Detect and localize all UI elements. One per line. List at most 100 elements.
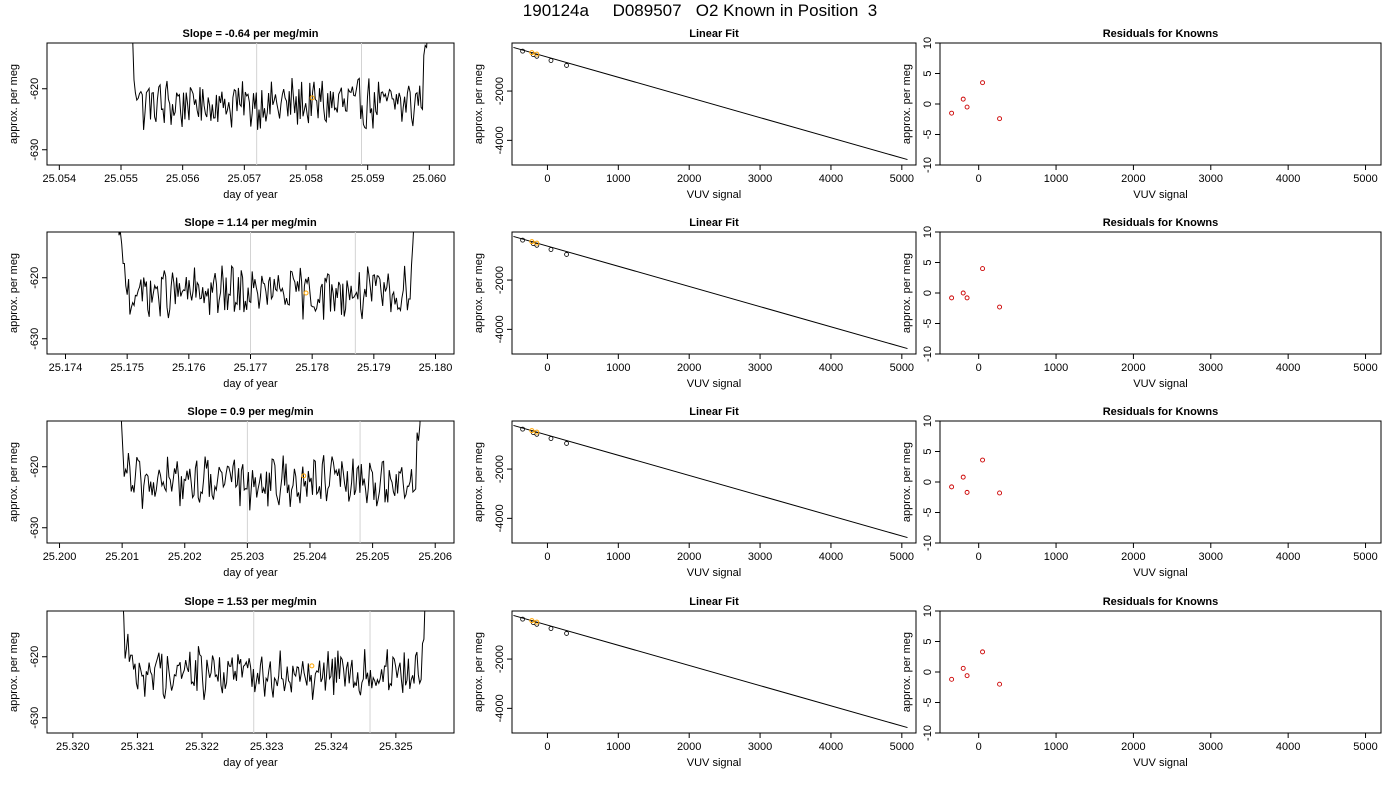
x-tick-label: 25.203 — [231, 551, 265, 563]
x-tick-label: 25.175 — [110, 362, 144, 374]
x-tick-label: 0 — [976, 741, 982, 753]
x-tick-label: 25.180 — [419, 362, 453, 374]
x-tick-label: 25.320 — [56, 741, 90, 753]
x-tick-label: 5000 — [1353, 551, 1377, 563]
x-tick-label: 25.322 — [185, 741, 219, 753]
x-tick-label: 2000 — [1121, 173, 1145, 185]
figure-title: 190124a D089507 O2 Known in Position 3 — [522, 1, 878, 20]
panel-title: Slope = 1.53 per meg/min — [184, 596, 317, 608]
x-tick-label: 5000 — [890, 173, 914, 185]
residual-point — [997, 490, 1003, 496]
y-axis-label: approx. per meg — [8, 253, 20, 333]
x-tick-label: 3000 — [1199, 741, 1223, 753]
plot-frame — [46, 420, 455, 544]
x-tick-label: 25.178 — [295, 362, 329, 374]
y-axis-label: approx. per meg — [473, 632, 485, 712]
fit-data-point — [564, 252, 569, 257]
x-tick-label: 25.058 — [289, 173, 323, 185]
panel-time-series-2: Slope = 1.14 per meg/min 25.174 25.175 25.1… — [8, 217, 455, 390]
x-tick-label: 1000 — [1044, 741, 1068, 753]
x-axis-label: day of year — [223, 757, 278, 769]
x-tick-label: 25.323 — [250, 741, 284, 753]
x-tick-label: 5000 — [890, 551, 914, 563]
x-tick-label: 25.174 — [49, 362, 83, 374]
x-tick-label: 3000 — [1199, 362, 1223, 374]
fit-data-point — [534, 242, 540, 248]
panel-residuals-1: Residuals for Knowns 0 1000 2000 3000 4000 500… — [901, 28, 1382, 201]
x-tick-label: 1000 — [1044, 173, 1068, 185]
x-tick-label: 0 — [976, 551, 982, 563]
fit-line — [513, 614, 908, 729]
x-axis-label: VUV signal — [687, 378, 741, 390]
x-tick-label: 0 — [544, 741, 550, 753]
fit-data-point — [564, 441, 569, 446]
panel-residuals-2: Residuals for Knowns 0 1000 2000 3000 4000 500… — [901, 217, 1382, 390]
y-axis-label: approx. per meg — [901, 442, 913, 522]
fit-data-point — [548, 626, 554, 631]
residual-point — [964, 104, 970, 110]
panel-title: Slope = 0.9 per meg/min — [187, 406, 314, 418]
panel-title: Linear Fit — [689, 28, 739, 40]
x-tick-label: 25.202 — [168, 551, 202, 563]
plot-frame — [511, 420, 917, 544]
fit-data-point — [564, 63, 569, 68]
y-tick-label: 5 — [922, 448, 934, 454]
residual-point — [960, 474, 966, 480]
residual-point — [997, 681, 1003, 687]
residual-point — [960, 290, 966, 296]
y-tick-label: 0 — [922, 479, 934, 485]
residual-point — [997, 304, 1003, 310]
plot-frame — [939, 420, 1382, 544]
x-tick-label: 1000 — [606, 741, 630, 753]
x-tick-label: 2000 — [677, 173, 701, 185]
panel-title: Slope = -0.64 per meg/min — [182, 28, 318, 40]
fit-line — [513, 235, 908, 350]
plot-frame — [511, 231, 917, 355]
x-tick-label: 3000 — [748, 551, 772, 563]
y-tick-label: -4000 — [494, 315, 506, 343]
x-tick-label: 5000 — [1353, 362, 1377, 374]
y-tick-label: -5 — [922, 319, 934, 329]
x-tick-label: 1000 — [606, 362, 630, 374]
x-tick-label: 25.177 — [234, 362, 268, 374]
residual-point — [960, 96, 966, 102]
plot-frame — [46, 42, 455, 166]
x-axis-label: VUV signal — [687, 757, 741, 769]
y-tick-label: -4000 — [494, 694, 506, 722]
x-tick-label: 25.200 — [43, 551, 77, 563]
x-tick-label: 5000 — [1353, 173, 1377, 185]
fit-data-point — [520, 426, 526, 432]
x-tick-label: 25.204 — [293, 551, 327, 563]
time-series-trace — [132, 43, 428, 130]
x-tick-label: 25.321 — [121, 741, 155, 753]
residual-point — [949, 676, 955, 682]
x-tick-label: 2000 — [1121, 741, 1145, 753]
x-tick-label: 25.324 — [314, 741, 348, 753]
x-tick-label: 25.205 — [356, 551, 390, 563]
y-axis-label: approx. per meg — [473, 253, 485, 333]
panel-linear-fit-3: Linear Fit 0 1000 2000 3000 4000 5000 -2000 -400… — [473, 406, 917, 579]
y-tick-label: -10 — [922, 157, 934, 173]
x-tick-label: 2000 — [1121, 362, 1145, 374]
y-tick-label: 5 — [922, 638, 934, 644]
fit-data-point — [534, 53, 540, 59]
x-axis-label: VUV signal — [687, 189, 741, 201]
x-tick-label: 1000 — [606, 551, 630, 563]
y-tick-label: 5 — [922, 259, 934, 265]
x-tick-label: 3000 — [748, 741, 772, 753]
y-axis-label: approx. per meg — [8, 64, 20, 144]
y-tick-label: -620 — [29, 267, 41, 289]
x-tick-label: 4000 — [1276, 173, 1300, 185]
x-tick-label: 25.325 — [379, 741, 413, 753]
x-tick-label: 4000 — [819, 173, 843, 185]
x-tick-label: 25.059 — [351, 173, 385, 185]
y-tick-label: -5 — [922, 508, 934, 518]
y-tick-label: -2000 — [494, 455, 506, 483]
x-axis-label: VUV signal — [1133, 567, 1187, 579]
x-axis-label: VUV signal — [1133, 757, 1187, 769]
x-tick-label: 2000 — [677, 362, 701, 374]
x-tick-label: 3000 — [1199, 551, 1223, 563]
plot-frame — [939, 610, 1382, 734]
plot-frame — [511, 610, 917, 734]
